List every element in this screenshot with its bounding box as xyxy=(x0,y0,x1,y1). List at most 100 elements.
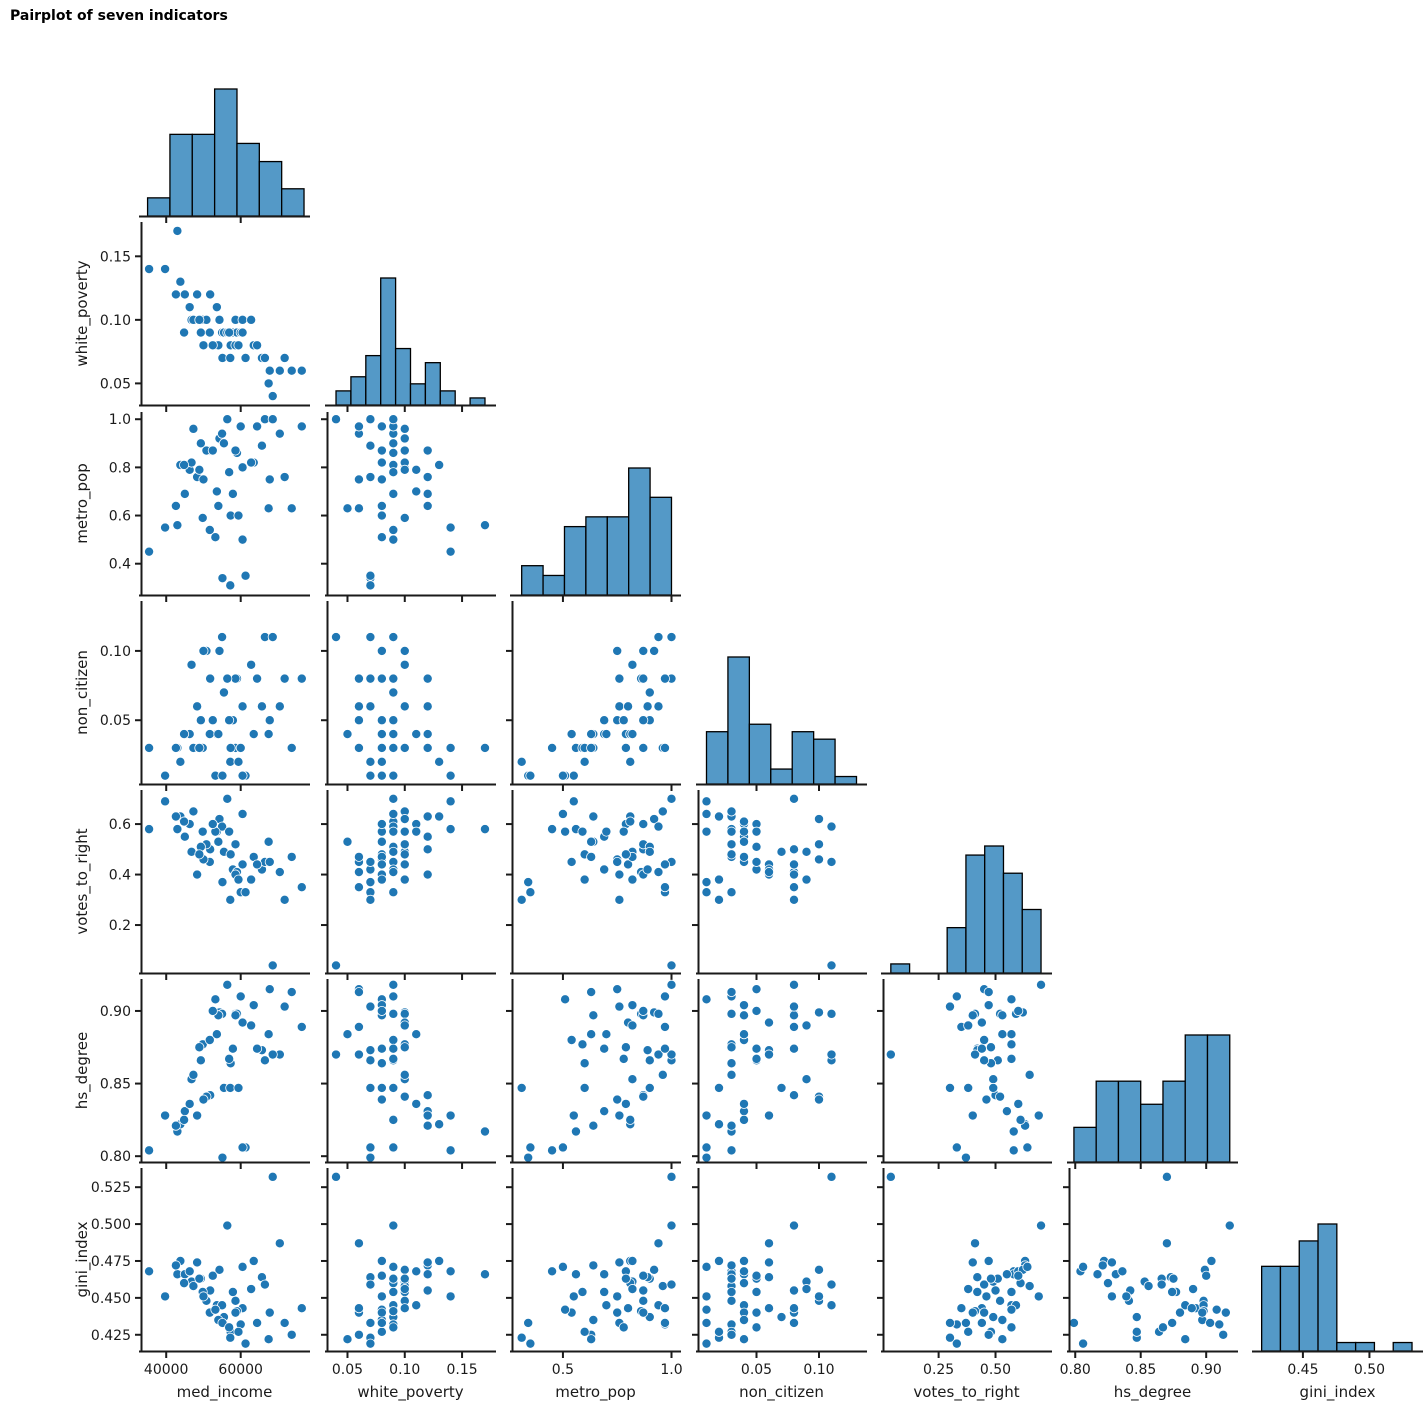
scatter-point xyxy=(614,869,625,880)
scatter-point xyxy=(642,1045,653,1056)
scatter-point xyxy=(198,340,209,351)
scatter-point xyxy=(620,1042,631,1053)
scatter-point xyxy=(577,1039,588,1050)
scatter-point xyxy=(240,570,251,581)
scatter-point xyxy=(296,1021,307,1032)
scatter-point xyxy=(279,1317,290,1328)
histogram-bar xyxy=(409,383,427,406)
histogram-bar xyxy=(521,565,544,596)
scatter-point xyxy=(263,1334,274,1345)
x-tick-label: 60000 xyxy=(218,1362,263,1378)
scatter-point xyxy=(627,1255,638,1266)
scatter-point xyxy=(411,1300,422,1311)
scatter-point xyxy=(1206,1255,1217,1266)
y-axis-label-votes_to_right: votes_to_right xyxy=(73,828,92,934)
scatter-point xyxy=(983,987,994,998)
scatter-point xyxy=(586,987,597,998)
scatter-point xyxy=(342,1334,353,1345)
scatter-point xyxy=(588,1315,599,1326)
scatter-point xyxy=(240,887,251,898)
scatter-point xyxy=(789,1021,800,1032)
scatter-point xyxy=(376,1255,387,1266)
scatter-point xyxy=(618,715,629,726)
scatter-point xyxy=(376,874,387,885)
scatter-point xyxy=(248,729,259,740)
x-tick-label: 1.0 xyxy=(660,1362,682,1378)
scatter-point xyxy=(659,882,670,893)
scatter-point xyxy=(701,826,712,837)
scatter-point xyxy=(1068,1317,1079,1328)
histogram-bar xyxy=(1261,1265,1282,1352)
scatter-point xyxy=(627,1074,638,1085)
scatter-point xyxy=(365,1082,376,1093)
scatter-point xyxy=(1214,1319,1225,1330)
scatter-point xyxy=(1131,1326,1142,1337)
scatter-point xyxy=(990,1285,1001,1296)
scatter-point xyxy=(614,1001,625,1012)
scatter-point xyxy=(434,756,445,767)
scatter-point xyxy=(263,503,274,514)
scatter-point xyxy=(1167,1286,1178,1297)
scatter-point xyxy=(296,882,307,893)
scatter-point xyxy=(751,1307,762,1318)
scatter-point xyxy=(751,1286,762,1297)
scatter-point xyxy=(194,1042,205,1053)
panel-hs_degree-vs-hs_degree xyxy=(1067,1034,1238,1169)
scatter-point xyxy=(525,887,536,898)
histogram-bar xyxy=(812,738,836,785)
scatter-point xyxy=(951,991,962,1002)
scatter-point xyxy=(207,1270,218,1281)
histogram-bar xyxy=(1336,1341,1357,1352)
scatter-point xyxy=(726,849,737,860)
scatter-point xyxy=(388,438,399,449)
panel-gini_index-vs-hs_degree: 0.80 0.85 0.90 xyxy=(1060,1168,1238,1378)
scatter-point xyxy=(1188,1284,1199,1295)
y-tick-label: 1.0 xyxy=(109,412,131,428)
scatter-point xyxy=(376,715,387,726)
x-axis-label-gini_index: gini_index xyxy=(1300,1383,1376,1402)
scatter-point xyxy=(586,729,597,740)
scatter-point xyxy=(601,729,612,740)
scatter-point xyxy=(1131,1312,1142,1323)
scatter-point xyxy=(979,1055,990,1066)
histogram-bar xyxy=(146,197,171,217)
scatter-point xyxy=(353,851,364,862)
scatter-point xyxy=(388,793,399,804)
histogram-bar xyxy=(563,525,587,596)
scatter-point xyxy=(399,1264,410,1275)
scatter-point xyxy=(657,806,668,817)
scatter-point xyxy=(739,1278,750,1289)
scatter-point xyxy=(342,503,353,514)
scatter-point xyxy=(388,867,399,878)
scatter-point xyxy=(225,742,236,753)
scatter-point xyxy=(237,859,248,870)
scatter-point xyxy=(1102,1278,1113,1289)
scatter-point xyxy=(1013,1270,1024,1281)
scatter-point xyxy=(233,874,244,885)
scatter-point xyxy=(612,645,623,656)
scatter-point xyxy=(399,445,410,456)
scatter-point xyxy=(666,960,677,971)
histogram-bar xyxy=(1117,1080,1142,1163)
scatter-point xyxy=(945,1001,956,1012)
scatter-point xyxy=(230,1295,241,1306)
scatter-point xyxy=(296,673,307,684)
scatter-point xyxy=(172,520,183,531)
scatter-point xyxy=(1006,994,1017,1005)
scatter-point xyxy=(979,1279,990,1290)
scatter-point xyxy=(237,314,248,325)
scatter-point xyxy=(776,1312,787,1323)
scatter-point xyxy=(279,1001,290,1012)
scatter-point xyxy=(789,979,800,990)
scatter-point xyxy=(263,836,274,847)
scatter-point xyxy=(388,846,399,857)
scatter-point xyxy=(388,1082,399,1093)
histogram-bar xyxy=(585,516,608,596)
scatter-point xyxy=(422,869,433,880)
scatter-point xyxy=(240,1338,251,1349)
scatter-point xyxy=(399,433,410,444)
x-tick-label: 0.80 xyxy=(1060,1362,1091,1378)
histogram-bar xyxy=(1073,1126,1097,1163)
scatter-point xyxy=(627,1284,638,1295)
scatter-point xyxy=(726,839,737,850)
